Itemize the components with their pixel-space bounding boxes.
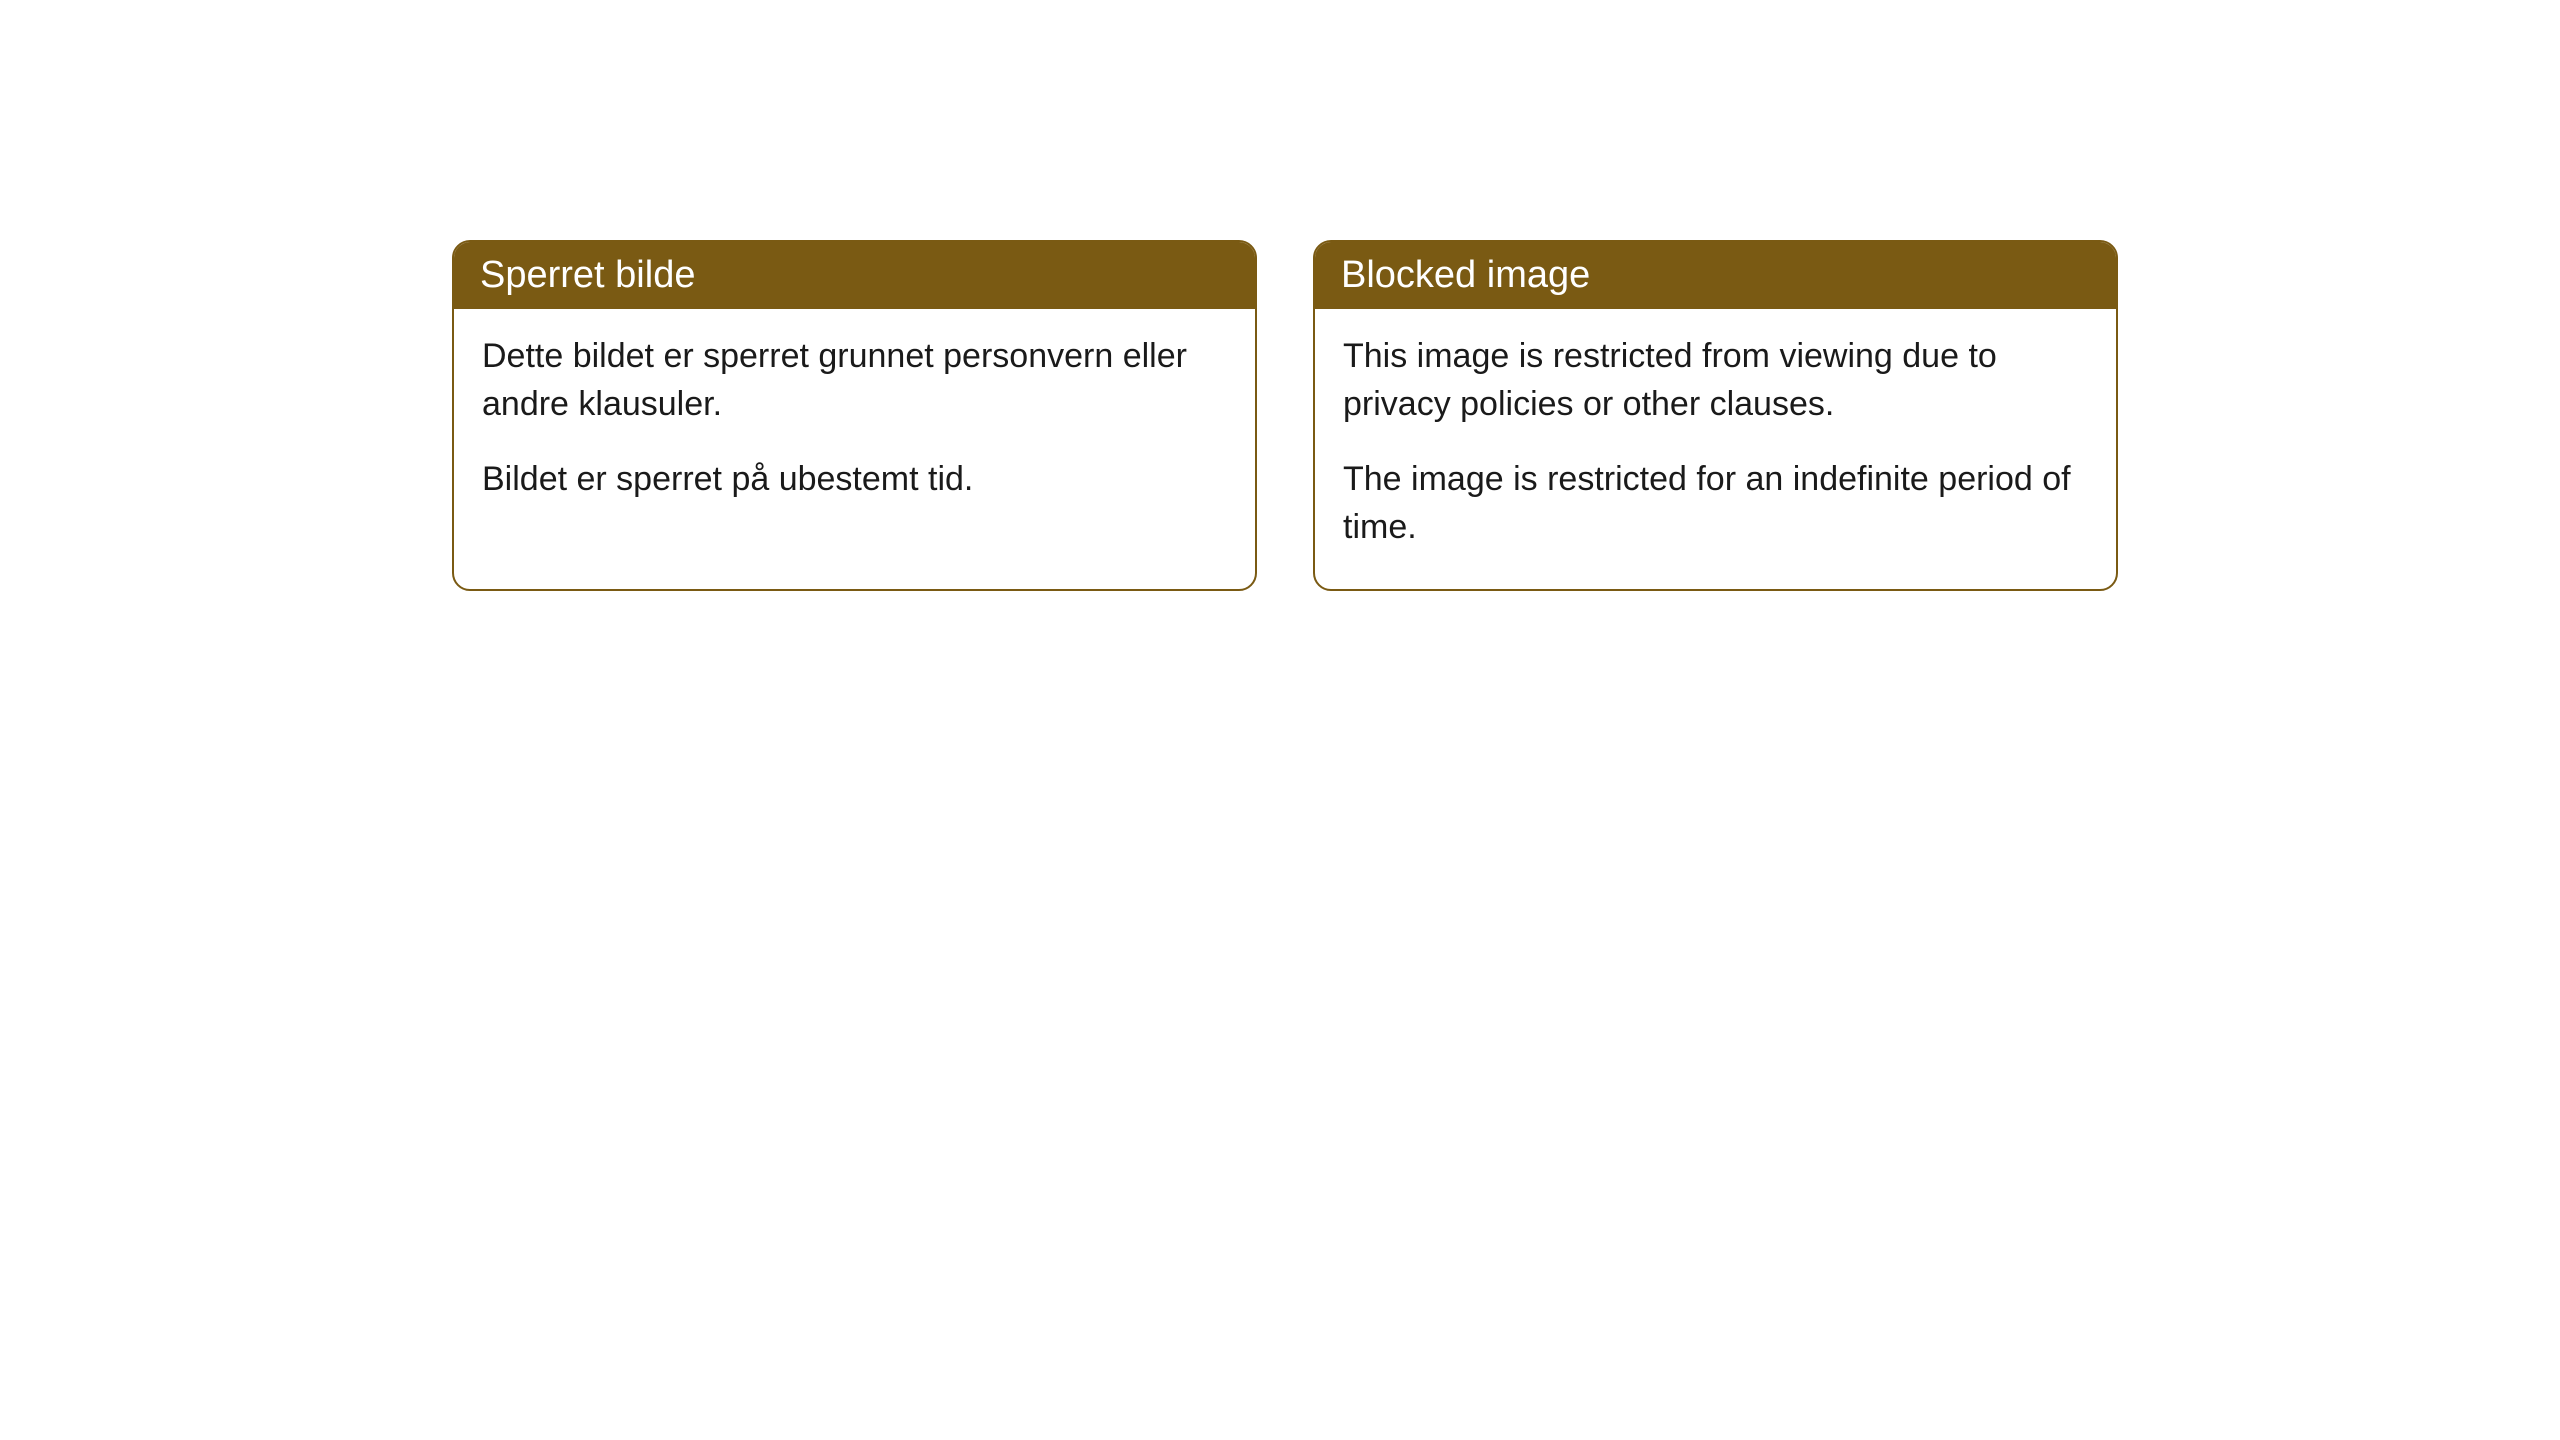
card-paragraph1-english: This image is restricted from viewing du… bbox=[1343, 333, 2088, 428]
card-paragraph1-norwegian: Dette bildet er sperret grunnet personve… bbox=[482, 333, 1227, 428]
card-body-english: This image is restricted from viewing du… bbox=[1315, 309, 2116, 589]
card-title-english: Blocked image bbox=[1341, 254, 1590, 296]
card-english: Blocked image This image is restricted f… bbox=[1313, 240, 2118, 591]
cards-container: Sperret bilde Dette bildet er sperret gr… bbox=[452, 240, 2118, 591]
card-body-norwegian: Dette bildet er sperret grunnet personve… bbox=[454, 309, 1255, 542]
card-title-norwegian: Sperret bilde bbox=[480, 254, 695, 296]
card-paragraph2-norwegian: Bildet er sperret på ubestemt tid. bbox=[482, 456, 1227, 504]
card-paragraph2-english: The image is restricted for an indefinit… bbox=[1343, 456, 2088, 551]
card-header-english: Blocked image bbox=[1315, 242, 2116, 309]
card-header-norwegian: Sperret bilde bbox=[454, 242, 1255, 309]
card-norwegian: Sperret bilde Dette bildet er sperret gr… bbox=[452, 240, 1257, 591]
